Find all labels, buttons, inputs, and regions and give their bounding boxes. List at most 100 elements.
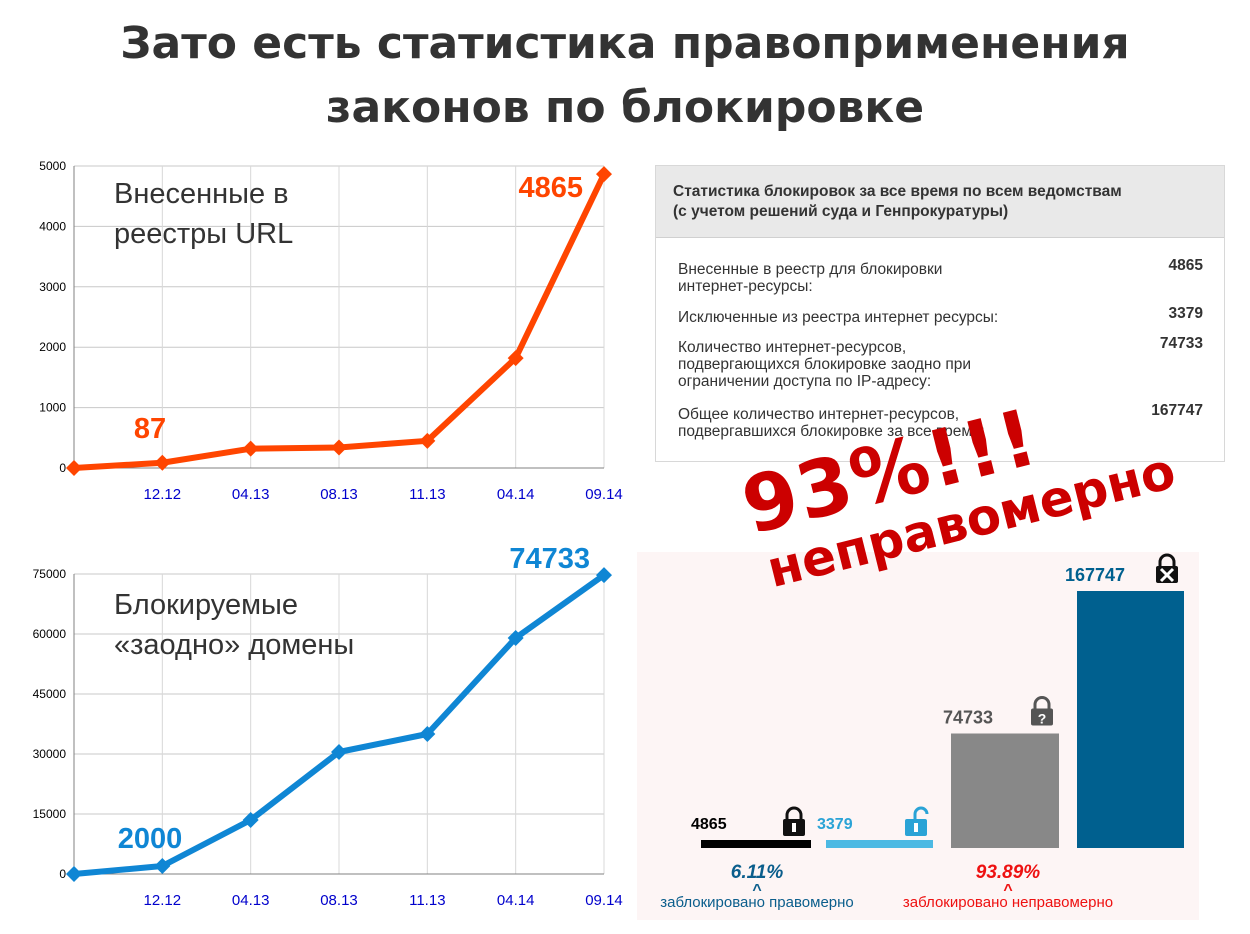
stats-row: Внесенные в реестр для блокировки интерн… bbox=[678, 257, 1203, 295]
locked-padlock-icon bbox=[783, 806, 805, 836]
data-point bbox=[154, 454, 171, 471]
padlock-shackle bbox=[1158, 553, 1176, 567]
data-point bbox=[507, 630, 524, 646]
y-tick-label: 60000 bbox=[33, 627, 67, 641]
padlock-cross bbox=[1159, 567, 1175, 583]
x-tick-label: 09.14 bbox=[585, 486, 623, 503]
stats-header-line-2: (с учетом решений суда и Генпрокуратуры) bbox=[673, 203, 1009, 220]
data-point bbox=[596, 166, 612, 183]
legal-caret: ^ bbox=[752, 882, 761, 899]
stats-row: Количество интернет-ресурсов, подвергающ… bbox=[678, 335, 1203, 390]
y-tick-label: 75000 bbox=[33, 567, 67, 581]
data-point bbox=[242, 812, 259, 828]
data-point bbox=[331, 744, 347, 760]
stats-row-label-line: Общее количество интернет-ресурсов, bbox=[678, 406, 960, 423]
illegal-caret: ^ bbox=[1003, 882, 1012, 899]
bar-value-label: 3379 bbox=[817, 816, 853, 833]
y-tick-label: 5000 bbox=[39, 159, 66, 173]
padlock-shackle bbox=[913, 806, 929, 820]
padlock-question-mark: ? bbox=[1038, 711, 1047, 727]
page-title: Зато есть статистика правоприменения зак… bbox=[0, 12, 1250, 140]
stats-row-label-line: ограничении доступа по IP-адресу: bbox=[678, 373, 932, 390]
x-tick-label: 04.13 bbox=[232, 486, 270, 503]
data-point bbox=[154, 858, 171, 874]
stats-row-value: 3379 bbox=[1168, 305, 1203, 322]
bar bbox=[826, 840, 933, 848]
bar bbox=[951, 733, 1059, 848]
bar-value-label: 4865 bbox=[691, 816, 727, 833]
title-line-2: законов по блокировке bbox=[325, 82, 925, 133]
padlock-keyhole bbox=[792, 823, 796, 832]
bar-value-label: 74733 bbox=[943, 708, 993, 728]
y-tick-label: 4000 bbox=[39, 219, 66, 233]
y-tick-label: 30000 bbox=[33, 747, 67, 761]
chart-title-line: Блокируемые bbox=[114, 589, 298, 621]
y-tick-label: 0 bbox=[59, 867, 66, 881]
stats-row: Общее количество интернет-ресурсов, подв… bbox=[678, 402, 1203, 440]
stats-row-label: Количество интернет-ресурсов, подвергающ… bbox=[678, 339, 1078, 390]
y-tick-label: 1000 bbox=[39, 401, 66, 415]
question-padlock-icon: ? bbox=[1031, 696, 1053, 727]
y-tick-label: 3000 bbox=[39, 280, 66, 294]
chart-title-line: «заодно» домены bbox=[114, 629, 354, 661]
value-annotation: 4865 bbox=[518, 172, 583, 204]
data-point bbox=[66, 460, 82, 476]
x-tick-label: 11.13 bbox=[409, 486, 445, 503]
x-tick-label: 11.13 bbox=[409, 892, 445, 909]
line-chart: 0 15000 30000 45000 60000 75000 12.12 04.13 08.1… bbox=[33, 543, 623, 909]
padlock-shackle bbox=[1033, 696, 1051, 710]
x-tick-label: 12.12 bbox=[144, 486, 182, 503]
x-tick-label: 04.14 bbox=[497, 486, 535, 503]
stats-row-label-line: интернет-ресурсы: bbox=[678, 278, 813, 295]
bar bbox=[701, 840, 811, 848]
stats-row-value: 4865 bbox=[1168, 257, 1203, 274]
stats-row-label-line: Количество интернет-ресурсов, bbox=[678, 339, 907, 356]
data-point bbox=[419, 432, 436, 449]
stats-row-label-line: подвергавшихся блокировке за все время: bbox=[678, 423, 985, 440]
chart-title-line: реестры URL bbox=[114, 218, 293, 250]
stats-row-label-line: подвергающихся блокировке заодно при bbox=[678, 356, 972, 373]
legal-caption: заблокировано правомерно bbox=[660, 894, 854, 911]
crossed-padlock-icon bbox=[1156, 553, 1178, 583]
x-tick-label: 08.13 bbox=[320, 892, 358, 909]
padlock-shackle bbox=[785, 806, 803, 820]
stats-row-value: 167747 bbox=[1151, 402, 1203, 419]
value-annotation: 2000 bbox=[118, 823, 183, 855]
y-tick-label: 2000 bbox=[39, 340, 66, 354]
x-tick-label: 04.14 bbox=[497, 892, 535, 909]
x-tick-label: 09.14 bbox=[585, 892, 623, 909]
data-point bbox=[596, 567, 612, 584]
data-point bbox=[66, 866, 82, 882]
legal-percent: 6.11% bbox=[731, 862, 784, 883]
unlocked-padlock-icon bbox=[905, 806, 929, 836]
y-tick-label: 15000 bbox=[33, 807, 67, 821]
data-point bbox=[507, 350, 524, 367]
value-annotation: 74733 bbox=[509, 543, 590, 575]
data-point bbox=[331, 439, 347, 456]
illegal-caption: заблокировано неправомерно bbox=[903, 894, 1113, 911]
stats-row: Исключенные из реестра интернет ресурсы:… bbox=[678, 305, 1203, 326]
stats-row-label: Общее количество интернет-ресурсов, подв… bbox=[678, 406, 1078, 440]
padlock-keyhole bbox=[914, 823, 918, 832]
stats-row-value: 74733 bbox=[1159, 335, 1203, 352]
stats-panel: Статистика блокировок за все время по вс… bbox=[655, 165, 1225, 462]
data-point bbox=[242, 440, 259, 457]
value-annotation: 87 bbox=[134, 413, 166, 445]
line-chart: 0 1000 2000 3000 4000 5000 12.12 04.13 08.13 11.1… bbox=[39, 159, 622, 503]
stats-row-label: Исключенные из реестра интернет ресурсы: bbox=[678, 309, 1078, 326]
illegal-percent-label: 93.89% bbox=[976, 862, 1041, 883]
x-tick-label: 08.13 bbox=[320, 486, 358, 503]
chart-title-line: Внесенные в bbox=[114, 178, 289, 210]
title-line-1: Зато есть статистика правоприменения bbox=[120, 18, 1130, 69]
bar bbox=[1077, 591, 1184, 848]
x-tick-label: 04.13 bbox=[232, 892, 270, 909]
y-tick-label: 45000 bbox=[33, 687, 67, 701]
bar-value-label: 167747 bbox=[1065, 565, 1125, 585]
stats-header-line-1: Статистика блокировок за все время по вс… bbox=[673, 183, 1122, 200]
stats-panel-header: Статистика блокировок за все время по вс… bbox=[656, 166, 1224, 238]
stats-row-label-line: Исключенные из реестра интернет ресурсы: bbox=[678, 309, 999, 326]
data-point bbox=[419, 726, 436, 742]
